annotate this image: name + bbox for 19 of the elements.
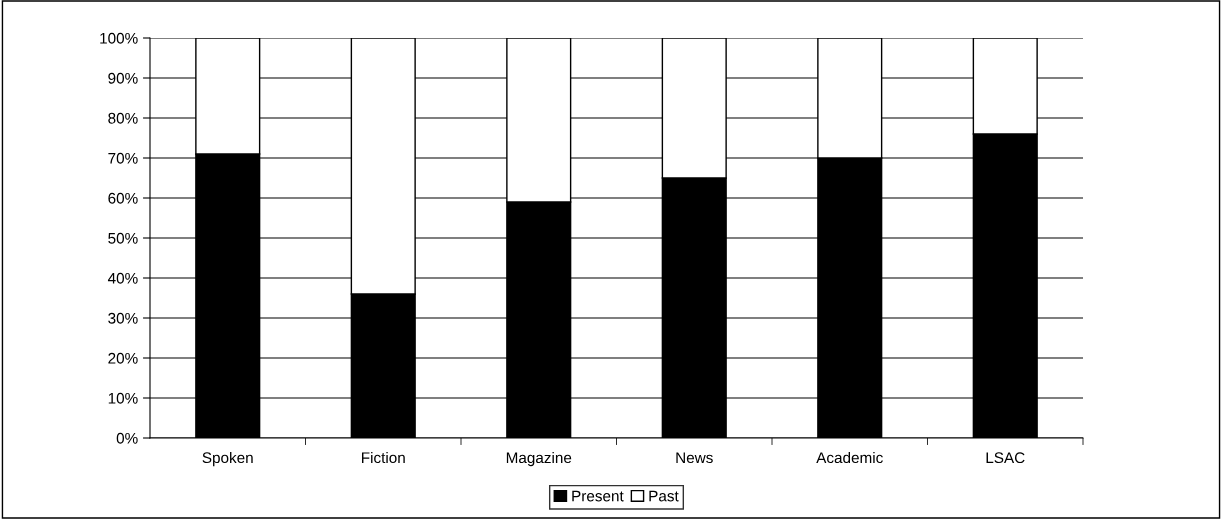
x-tick-label: Spoken (202, 451, 253, 467)
y-tick-label: 70% (108, 152, 138, 164)
y-tick-label: 90% (108, 72, 138, 84)
x-tick-label: News (676, 452, 713, 464)
y-tick-label: 80% (108, 112, 138, 124)
y-tick-label: 20% (108, 352, 138, 364)
legend-label: Present (572, 490, 624, 502)
y-tick-label: 10% (108, 392, 138, 404)
x-tick-label: LSAC (986, 452, 1025, 464)
y-tick-label: 30% (108, 312, 138, 324)
y-tick-label: 40% (107, 272, 138, 284)
x-tick-label: Magazine (506, 451, 572, 467)
y-tick-label: 100% (100, 32, 138, 44)
y-tick-label: 50% (108, 232, 138, 244)
y-tick-label: 60% (108, 192, 138, 204)
x-tick-label: Fiction (362, 451, 405, 464)
legend-label: Past (649, 490, 679, 502)
x-tick-label: Academic (816, 451, 883, 464)
y-tick-label: 0% (116, 432, 138, 444)
